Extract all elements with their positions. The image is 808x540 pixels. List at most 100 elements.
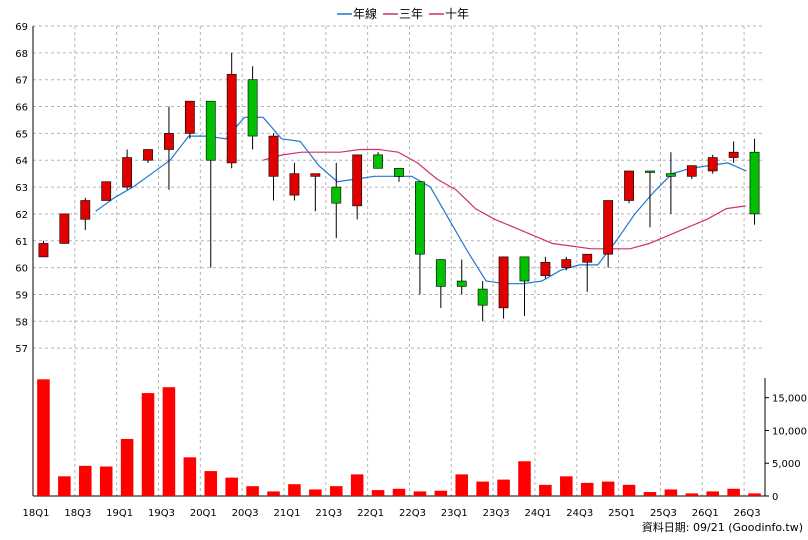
x-tick-label: 19Q1 [106, 508, 133, 519]
candle [624, 170, 634, 204]
candle [686, 165, 697, 180]
ma-line [262, 148, 746, 250]
candle-body [645, 170, 655, 173]
candle [59, 213, 70, 244]
volume-tick-label: 15,000 [772, 394, 807, 405]
candle-body [289, 173, 300, 196]
candle-body [226, 74, 237, 164]
price-tick-label: 65 [15, 129, 28, 140]
volume-bar [664, 489, 678, 496]
candle-body [331, 186, 342, 204]
candle [415, 181, 425, 295]
volume-bar [476, 481, 489, 496]
volume-bar [246, 486, 259, 496]
candle-body [268, 135, 279, 177]
candle-body [101, 181, 112, 201]
legend-label-three-year: 三年 [399, 7, 423, 21]
x-tick-label: 21Q1 [273, 508, 300, 519]
candle [226, 52, 237, 169]
x-tick-label: 18Q3 [64, 508, 91, 519]
volume-bar [309, 489, 322, 496]
x-tick-label: 18Q1 [23, 508, 50, 519]
candle-body [143, 149, 153, 161]
candle [352, 154, 363, 220]
candle [310, 173, 321, 212]
candle [561, 256, 572, 271]
candle-body [540, 261, 551, 276]
candle [456, 259, 467, 295]
candle-body [477, 288, 488, 306]
candle-body [415, 181, 425, 255]
candle [477, 281, 488, 322]
volume-bar [183, 457, 197, 496]
candle [268, 133, 279, 201]
candle [373, 152, 383, 169]
price-tick-label: 58 [15, 317, 28, 328]
candle [603, 200, 614, 268]
candle-body [164, 133, 174, 150]
price-tick-label: 61 [15, 237, 28, 248]
footer-source: 資料日期: 09/21 (Goodinfo.tw) [642, 520, 803, 534]
price-tick-label: 64 [15, 156, 28, 167]
x-tick-label: 21Q3 [315, 508, 342, 519]
candle-body [184, 100, 195, 134]
x-tick-label: 25Q1 [608, 508, 635, 519]
candle-body [38, 243, 49, 258]
price-tick-label: 57 [15, 344, 28, 355]
volume-tick-label: 5,000 [772, 459, 801, 470]
candle-body [373, 154, 383, 169]
candle [394, 167, 404, 182]
x-tick-label: 20Q1 [190, 508, 217, 519]
x-tick-label: 19Q3 [148, 508, 175, 519]
x-tick-label: 24Q3 [566, 508, 593, 519]
legend: 年線 三年 十年 [337, 6, 469, 21]
candle [289, 162, 300, 201]
volume-bar [392, 488, 406, 496]
volume-bar [601, 481, 615, 496]
volume-tick-label: 0 [772, 492, 778, 503]
candle-body [59, 213, 70, 244]
candle [122, 149, 133, 190]
volume-bar [37, 379, 50, 496]
volume-bar [622, 484, 636, 496]
candle [435, 259, 446, 308]
candle-body [435, 259, 446, 287]
candle [331, 162, 342, 239]
candle [101, 181, 112, 201]
volume-bar [350, 474, 364, 496]
candle [749, 138, 760, 225]
x-tick-label: 25Q3 [650, 508, 677, 519]
volume-bar [434, 490, 448, 496]
candle [164, 106, 174, 190]
candle-body [624, 170, 634, 201]
price-tick-label: 69 [15, 22, 28, 33]
volume-bar [371, 490, 385, 496]
candle-body [686, 165, 697, 177]
volume-bar [225, 477, 238, 496]
legend-label-annual: 年線 [353, 6, 377, 21]
candle [143, 149, 153, 163]
candle-body [582, 253, 593, 263]
candle [665, 152, 676, 214]
volume-bar [706, 491, 719, 496]
candle-body [80, 200, 91, 220]
candle-body [603, 200, 614, 255]
price-tick-label: 59 [15, 290, 28, 301]
volume-bar [560, 476, 573, 496]
candle [728, 141, 739, 163]
x-tick-label: 24Q1 [524, 508, 551, 519]
candle-body [498, 256, 509, 309]
x-tick-label: 23Q3 [483, 508, 510, 519]
volume-bar [539, 484, 552, 496]
volume-bar [141, 393, 155, 496]
candle [707, 154, 718, 174]
volume-bar [580, 482, 594, 496]
volume-bar [413, 491, 427, 496]
legend-label-ten-year: 十年 [445, 7, 469, 21]
price-tick-label: 60 [15, 264, 28, 275]
volume-bar [204, 471, 218, 496]
x-tick-label: 26Q3 [734, 508, 761, 519]
volume-tick-label: 10,000 [772, 426, 807, 437]
volume-bar [79, 465, 92, 496]
